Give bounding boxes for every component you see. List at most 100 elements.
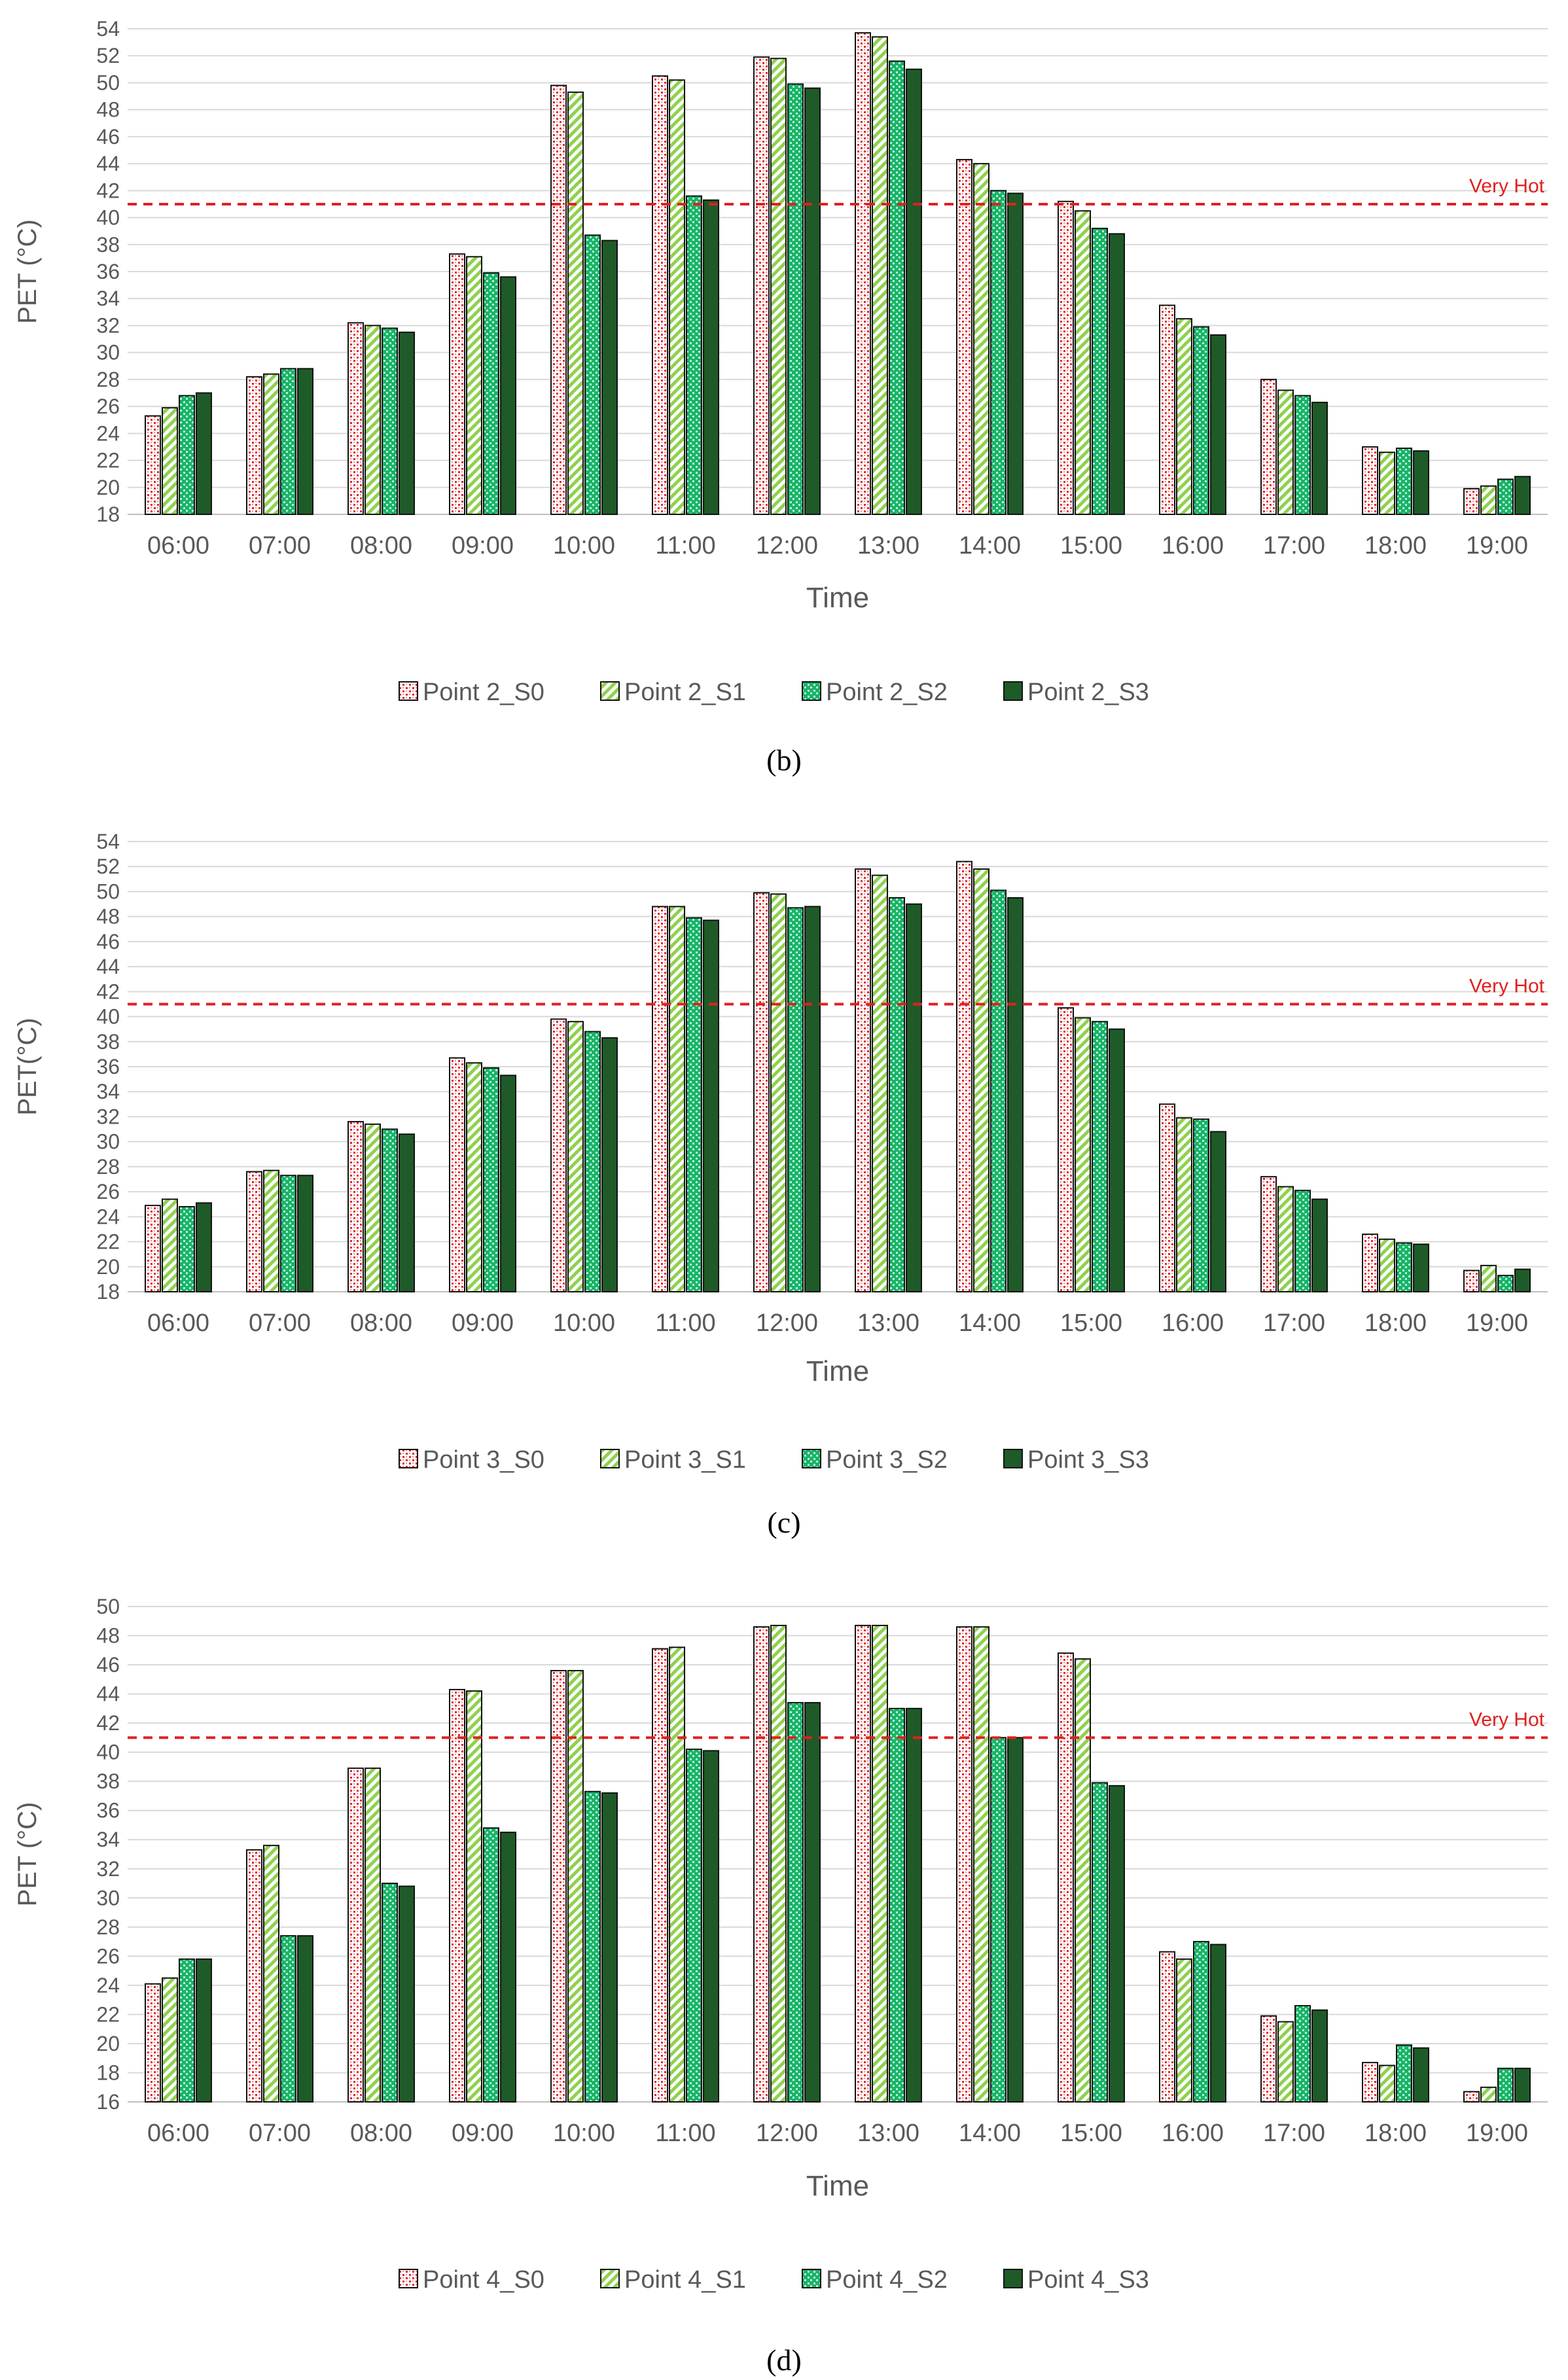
bar-point-4_s1-1700 (1277, 2021, 1294, 2103)
bar-point-2_s2-1000 (584, 234, 601, 515)
bar-point-3_s2-1200 (787, 907, 804, 1293)
x-tick-label: 14:00 (959, 2120, 1021, 2147)
y-tick-label: 20 (96, 1255, 120, 1279)
legend-label-3: Point 3_S3 (1027, 1446, 1149, 1474)
x-tick-label: 17:00 (1263, 2120, 1325, 2147)
bar-point-2_s2-1100 (686, 195, 702, 515)
bar-point-3_s1-1300 (872, 874, 888, 1293)
bar-point-4_s1-1100 (669, 1646, 685, 2103)
bar-point-3_s0-1200 (753, 892, 770, 1293)
bar-point-3_s2-1800 (1396, 1242, 1412, 1293)
y-tick-label: 16 (96, 2090, 120, 2114)
x-tick-label: 08:00 (350, 1309, 412, 1337)
bar-point-3_s1-1800 (1379, 1238, 1395, 1293)
bar-point-2_s2-1200 (787, 83, 804, 515)
y-tick-label: 50 (96, 1595, 120, 1618)
bar-point-4_s2-1100 (686, 1749, 702, 2103)
bar-point-4_s2-1200 (787, 1701, 804, 2103)
bar-point-2_s2-0600 (179, 395, 195, 515)
bar-point-3_s2-0900 (483, 1067, 499, 1292)
bar-point-4_s2-1700 (1294, 2005, 1311, 2103)
bar-point-3_s1-0600 (162, 1198, 178, 1292)
bar-point-4_s2-1300 (889, 1707, 905, 2103)
bar-point-2_s3-0600 (196, 392, 212, 515)
bar-point-3_s0-1700 (1260, 1176, 1277, 1293)
bar-point-2_s3-1700 (1311, 401, 1328, 516)
bar-point-4_s3-1700 (1311, 2009, 1328, 2103)
x-axis-label: Time (806, 582, 869, 614)
y-tick-label: 42 (96, 179, 120, 202)
y-tick-label: 50 (96, 71, 120, 94)
bar-point-3_s3-0900 (500, 1075, 516, 1292)
legend-swatch-3 (1003, 1449, 1023, 1468)
bar-point-2_s1-1800 (1379, 452, 1395, 516)
very-hot-threshold-label: Very Hot (1469, 1709, 1545, 1730)
x-tick-label: 09:00 (452, 2120, 514, 2147)
bar-point-2_s1-1000 (567, 91, 584, 516)
bar-point-4_s3-1800 (1413, 2047, 1429, 2103)
y-tick-label: 32 (96, 1857, 120, 1881)
bar-point-2_s0-1600 (1159, 304, 1175, 515)
bar-point-3_s3-1100 (703, 919, 719, 1292)
bar-point-2_s3-1400 (1007, 192, 1024, 515)
chart-b: 18 20 22 24 26 28 30 32 34 36 38 40 42 44 46 48 50 52 54 06… (13, 17, 1548, 706)
bar-point-3_s0-0800 (347, 1121, 364, 1292)
bar-point-2_s1-0800 (365, 325, 381, 515)
bar-point-2_s2-1600 (1193, 326, 1209, 515)
y-tick-label: 46 (96, 1653, 120, 1677)
bar-point-2_s2-0700 (280, 368, 296, 516)
bar-point-2_s3-1000 (601, 240, 618, 515)
bar-point-3_s0-1100 (652, 906, 668, 1292)
bar-point-3_s3-0700 (297, 1175, 313, 1292)
bar-point-3_s3-1200 (804, 906, 821, 1292)
bar-point-3_s2-0700 (280, 1175, 296, 1292)
bar-point-3_s1-1600 (1176, 1117, 1192, 1292)
bar-point-4_s1-0800 (365, 1767, 381, 2103)
bar-point-2_s0-1800 (1362, 446, 1378, 516)
bar-point-2_s1-1900 (1480, 485, 1497, 516)
legend-label-0: Point 4_S0 (423, 2266, 544, 2294)
x-tick-label: 12:00 (756, 2120, 818, 2147)
bar-point-4_s0-1100 (652, 1648, 668, 2103)
bar-point-2_s0-1900 (1463, 488, 1480, 515)
bar-point-3_s0-1300 (855, 868, 871, 1293)
x-tick-label: 19:00 (1466, 2120, 1528, 2147)
chart-d: 16 18 20 22 24 26 28 30 32 34 36 38 40 42 44 46 48 50 06:0… (13, 1595, 1548, 2294)
legend-swatch-2 (802, 681, 821, 701)
bar-point-2_s1-1500 (1075, 210, 1091, 515)
y-tick-label: 30 (96, 1130, 120, 1154)
very-hot-threshold-label: Very Hot (1469, 975, 1545, 997)
bar-point-3_s1-1000 (567, 1021, 584, 1292)
legend-label-3: Point 4_S3 (1027, 2266, 1149, 2294)
x-tick-label: 08:00 (350, 2120, 412, 2147)
bar-point-3_s0-1800 (1362, 1234, 1378, 1292)
x-tick-label: 09:00 (452, 532, 514, 559)
y-tick-label: 18 (96, 503, 120, 526)
bar-point-3_s1-0800 (365, 1123, 381, 1292)
x-tick-label: 10:00 (553, 2120, 615, 2147)
chart-panel-c: 18 20 22 24 26 28 30 32 34 36 38 40 42 44 46 48 50 52 54 06… (0, 792, 1568, 1539)
x-tick-label: 15:00 (1060, 1309, 1122, 1337)
bar-point-2_s0-1000 (550, 84, 567, 516)
legend-swatch-2 (802, 1449, 821, 1468)
bar-point-3_s0-1600 (1159, 1103, 1175, 1292)
y-tick-label: 38 (96, 233, 120, 257)
x-tick-label: 06:00 (147, 2120, 209, 2147)
caption-b: (b) (766, 743, 802, 777)
x-tick-label: 16:00 (1162, 2120, 1224, 2147)
legend-label-2: Point 3_S2 (826, 1446, 948, 1474)
y-tick-label: 36 (96, 1055, 120, 1078)
y-tick-label: 24 (96, 1205, 120, 1228)
bar-point-2_s3-1800 (1413, 450, 1429, 516)
x-tick-label: 11:00 (655, 2120, 715, 2147)
y-tick-label: 38 (96, 1769, 120, 1793)
bar-point-2_s2-1300 (889, 60, 905, 515)
bar-point-4_s1-0600 (162, 1977, 178, 2103)
bar-point-4_s0-0700 (246, 1849, 262, 2103)
x-axis-label: Time (806, 2170, 869, 2202)
bar-point-4_s2-1500 (1092, 1782, 1108, 2103)
bar-point-4_s3-1100 (703, 1750, 719, 2103)
bar-point-4_s3-1300 (906, 1707, 922, 2103)
y-tick-label: 22 (96, 1230, 120, 1254)
